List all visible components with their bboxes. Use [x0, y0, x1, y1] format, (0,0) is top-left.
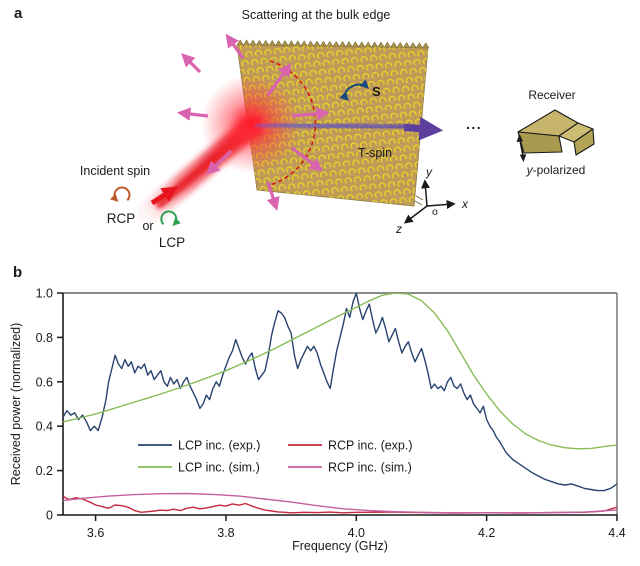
- waveguide-front-face: [573, 128, 595, 156]
- lcp-inc-sim-curve: [63, 293, 617, 450]
- spin-s-symbol: S: [339, 79, 381, 101]
- t-spin-streak: [255, 116, 444, 141]
- y-axis-label: y: [425, 165, 433, 179]
- panel-a-schematic: a Scattering at the bulk edge S: [14, 5, 595, 250]
- rcp-inc-exp-curve: [63, 495, 617, 514]
- x-axis-title: Frequency (GHz): [292, 539, 388, 553]
- horn-front-face: [517, 131, 563, 154]
- x-axis-arrow: [426, 199, 456, 209]
- lcp-label: LCP: [159, 235, 185, 250]
- x-tick-label: 4.4: [608, 526, 625, 540]
- z-axis-label: z: [395, 222, 402, 236]
- t-spin-label: T-spin: [358, 146, 392, 160]
- scatter-arrow: [206, 149, 233, 175]
- scatter-arrow: [266, 181, 280, 211]
- y-tick-label: 0: [46, 509, 53, 523]
- z-axis-arrow: [403, 205, 428, 224]
- polarization-double-arrow: [516, 134, 527, 162]
- incident-spin-label: Incident spin: [80, 164, 150, 178]
- legend-layer: LCP inc. (exp.) LCP inc. (sim.) RCP inc. (…: [138, 439, 413, 475]
- rcp-inc-sim-curve: [63, 492, 617, 514]
- scattered-arrows: [176, 33, 331, 211]
- curves-layer: [63, 293, 617, 514]
- slab-edge-line: [414, 200, 423, 206]
- y-axis-title: Received power (normalized): [9, 323, 23, 486]
- scatter-arrow: [181, 53, 202, 74]
- y-polarized-label: y-polarized: [526, 163, 586, 177]
- streak-core: [255, 121, 417, 131]
- receiver-horn: [517, 109, 595, 156]
- lcp-inc-exp-curve: [63, 293, 617, 492]
- x-tick-label: 3.6: [87, 526, 104, 540]
- coordinate-axes: x y z o: [395, 165, 469, 236]
- scatter-arrow: [225, 33, 245, 59]
- x-tick-label: 4.2: [478, 526, 495, 540]
- spin-s-label: S: [372, 84, 381, 99]
- incident-beam: [137, 74, 301, 225]
- y-tick-label: 0.4: [36, 420, 53, 434]
- ellipsis-dots: ...: [466, 116, 482, 132]
- receiver-label: Receiver: [528, 88, 575, 102]
- y-tick-label: 0.2: [36, 464, 53, 478]
- x-axis-label: x: [461, 197, 469, 211]
- scatter-arrow: [291, 146, 324, 172]
- or-label: or: [142, 219, 153, 233]
- incident-arrow: [150, 186, 179, 206]
- legend-label: LCP inc. (sim.): [178, 461, 260, 475]
- axes-layer: 3.6 3.8 4.0 4.2 4.4 0 0.2 0.4 0.6 0.8 1.0: [36, 287, 626, 541]
- plot-frame: [62, 292, 618, 516]
- beam-glow-core: [229, 102, 273, 146]
- t-spin-arrow: [403, 116, 444, 141]
- panel-a-label: a: [14, 5, 23, 22]
- y-axis-arrow: [421, 179, 431, 207]
- rcp-spin-icon: [109, 186, 131, 202]
- scatter-arrow: [291, 107, 331, 121]
- y-tick-label: 0.8: [36, 331, 53, 345]
- scatter-arrow: [176, 107, 209, 121]
- x-tick-label: 4.0: [348, 526, 365, 540]
- spin-s-arrow-icon: [339, 79, 369, 101]
- legend-label: RCP inc. (exp.): [328, 439, 413, 453]
- slab-edge-line: [415, 195, 424, 201]
- y-tick-label: 1.0: [36, 287, 53, 301]
- lcp-spin-icon: [160, 210, 181, 226]
- panel-a-title: Scattering at the bulk edge: [242, 8, 391, 22]
- rcp-label: RCP: [107, 211, 136, 226]
- legend-label: RCP inc. (sim.): [328, 461, 412, 475]
- panel-b-chart: b 3.6 3.8 4.0 4.2 4.4 0 0.2 0.4 0.6 0.8 1.0 LCP in…: [9, 264, 626, 553]
- origin-label: o: [432, 206, 438, 218]
- x-tick-label: 3.8: [217, 526, 234, 540]
- scatter-arrow: [266, 62, 292, 96]
- legend-label: LCP inc. (exp.): [178, 439, 260, 453]
- panel-b-label: b: [13, 264, 22, 281]
- y-tick-label: 0.6: [36, 375, 53, 389]
